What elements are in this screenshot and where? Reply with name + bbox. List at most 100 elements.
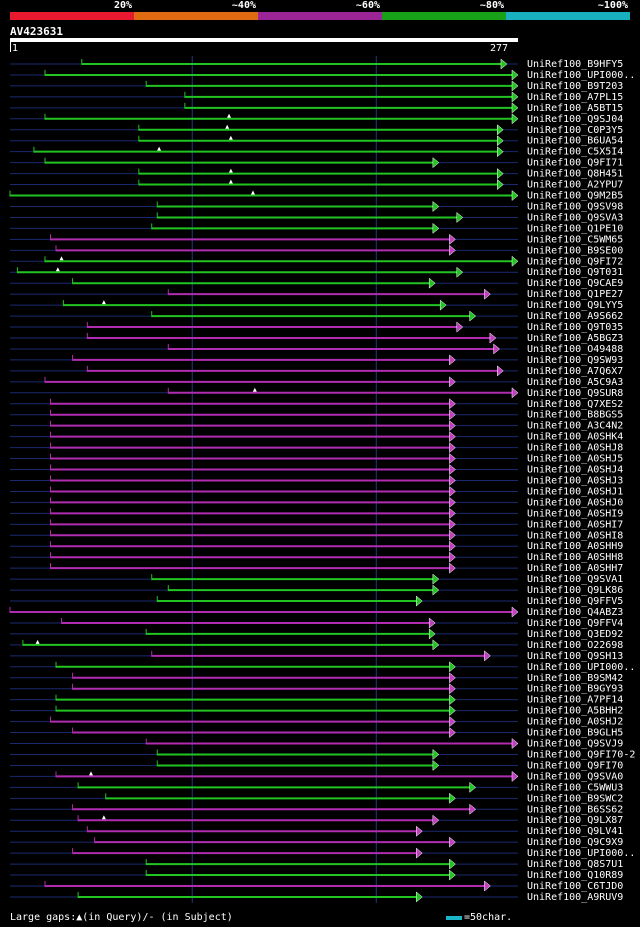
hit-row[interactable]: UniRef100_C6TJD0 bbox=[10, 880, 623, 892]
hit-label[interactable]: UniRef100_Q8H451 bbox=[527, 169, 623, 180]
hit-row[interactable]: UniRef100_Q4ABZ3 bbox=[9, 606, 623, 618]
hit-row[interactable]: UniRef100_A0SHI7 bbox=[10, 518, 623, 530]
hit-row[interactable]: UniRef100_Q9LX87 bbox=[10, 814, 623, 826]
hit-row[interactable]: UniRef100_Q9LYY5 bbox=[10, 299, 623, 311]
hit-label[interactable]: UniRef100_A5BHH2 bbox=[527, 706, 623, 717]
hit-row[interactable]: UniRef100_Q9SJ04 bbox=[10, 113, 623, 125]
hit-row[interactable]: UniRef100_C5X5I4 bbox=[10, 146, 623, 158]
hit-label[interactable]: UniRef100_B6UA54 bbox=[527, 136, 623, 147]
hit-row[interactable]: UniRef100_Q9FI71 bbox=[10, 157, 623, 169]
hit-row[interactable]: UniRef100_Q3ED92 bbox=[10, 628, 623, 640]
hit-label[interactable]: UniRef100_A7PL15 bbox=[527, 92, 623, 103]
hit-row[interactable]: UniRef100_C5WM65 bbox=[10, 233, 623, 245]
hit-row[interactable]: UniRef100_Q9FI72 bbox=[10, 255, 623, 267]
hit-row[interactable]: UniRef100_Q9FFV4 bbox=[10, 617, 623, 629]
hit-row[interactable]: UniRef100_Q8S7U1 bbox=[10, 858, 623, 870]
hit-label[interactable]: UniRef100_A0SHJ5 bbox=[527, 454, 623, 465]
hit-label[interactable]: UniRef100_A0SHH9 bbox=[527, 541, 623, 552]
hit-row[interactable]: UniRef100_A0SHH8 bbox=[10, 551, 623, 563]
hit-row[interactable]: UniRef100_A3C4N2 bbox=[10, 420, 623, 432]
hit-label[interactable]: UniRef100_Q8S7U1 bbox=[527, 859, 623, 870]
hit-label[interactable]: UniRef100_Q9FI70-2 bbox=[527, 749, 635, 760]
hit-label[interactable]: UniRef100_Q9FFV4 bbox=[527, 618, 623, 629]
hit-row[interactable]: UniRef100_B9GLH5 bbox=[10, 727, 623, 739]
hit-row[interactable]: UniRef100_A5BHH2 bbox=[10, 705, 623, 717]
hit-label[interactable]: UniRef100_A0SHK4 bbox=[527, 432, 623, 443]
hit-label[interactable]: UniRef100_A0SHI7 bbox=[527, 519, 623, 530]
hit-row[interactable]: UniRef100_B9HFY5 bbox=[10, 58, 623, 70]
hit-row[interactable]: UniRef100_A0SHH7 bbox=[10, 562, 623, 574]
hit-label[interactable]: UniRef100_O49488 bbox=[527, 344, 623, 355]
hit-row[interactable]: UniRef100_Q9SV98 bbox=[10, 200, 623, 212]
hit-label[interactable]: UniRef100_A0SHH7 bbox=[527, 563, 623, 574]
hit-label[interactable]: UniRef100_Q3ED92 bbox=[527, 629, 623, 640]
hit-label[interactable]: UniRef100_B9SWC2 bbox=[527, 793, 623, 804]
hit-label[interactable]: UniRef100_A0SHI9 bbox=[527, 508, 623, 519]
hit-label[interactable]: UniRef100_B9GLH5 bbox=[527, 728, 623, 739]
hit-label[interactable]: UniRef100_B6SS62 bbox=[527, 804, 623, 815]
hit-row[interactable]: UniRef100_Q9T031 bbox=[10, 266, 623, 278]
hit-row[interactable]: UniRef100_A0SHJ1 bbox=[10, 485, 623, 497]
hit-label[interactable]: UniRef100_UPI000.. bbox=[527, 662, 635, 673]
hit-label[interactable]: UniRef100_Q9SH13 bbox=[527, 651, 623, 662]
hit-row[interactable]: UniRef100_A7Q6X7 bbox=[10, 365, 623, 377]
hit-label[interactable]: UniRef100_A5BGZ3 bbox=[527, 333, 623, 344]
hit-label[interactable]: UniRef100_A9RUV9 bbox=[527, 892, 623, 903]
hit-row[interactable]: UniRef100_Q9SVJ9 bbox=[10, 737, 623, 750]
hit-label[interactable]: UniRef100_A5BT15 bbox=[527, 103, 623, 114]
hit-row[interactable]: UniRef100_A0SHI8 bbox=[10, 529, 623, 541]
hit-row[interactable]: UniRef100_A9S662 bbox=[10, 310, 623, 322]
hit-label[interactable]: UniRef100_Q10R89 bbox=[527, 870, 623, 881]
hit-row[interactable]: UniRef100_Q9LV41 bbox=[10, 825, 623, 837]
hit-row[interactable]: UniRef100_B8BGS5 bbox=[10, 409, 623, 421]
hit-row[interactable]: UniRef100_C0P3Y5 bbox=[10, 124, 623, 136]
hit-label[interactable]: UniRef100_Q9FI71 bbox=[527, 158, 623, 169]
hit-row[interactable]: UniRef100_Q9FI70-2 bbox=[10, 748, 635, 760]
hit-label[interactable]: UniRef100_A0SHJ1 bbox=[527, 486, 623, 497]
hit-label[interactable]: UniRef100_B9HFY5 bbox=[527, 59, 623, 70]
hit-label[interactable]: UniRef100_Q9LV41 bbox=[527, 826, 623, 837]
hit-row[interactable]: UniRef100_Q7XES2 bbox=[10, 398, 623, 410]
hit-row[interactable]: UniRef100_Q9SVA0 bbox=[10, 770, 623, 782]
hit-row[interactable]: UniRef100_A0SHJ2 bbox=[10, 716, 623, 728]
hit-row[interactable]: UniRef100_Q9SVA1 bbox=[10, 573, 623, 585]
hit-label[interactable]: UniRef100_Q9FI72 bbox=[527, 256, 623, 267]
hit-row[interactable]: UniRef100_Q9SUR8 bbox=[10, 387, 623, 399]
hit-label[interactable]: UniRef100_Q9LX87 bbox=[527, 815, 623, 826]
hit-label[interactable]: UniRef100_A2YPU7 bbox=[527, 180, 623, 191]
hit-label[interactable]: UniRef100_A5C9A3 bbox=[527, 377, 623, 388]
hit-row[interactable]: UniRef100_B9SE00 bbox=[10, 244, 623, 256]
hit-row[interactable]: UniRef100_Q9FI70 bbox=[10, 759, 623, 771]
hit-row[interactable]: UniRef100_Q1PE27 bbox=[10, 288, 623, 300]
hit-row[interactable]: UniRef100_A5BGZ3 bbox=[10, 332, 623, 344]
hit-label[interactable]: UniRef100_Q9CAE9 bbox=[527, 278, 623, 289]
hit-row[interactable]: UniRef100_Q9SW93 bbox=[10, 354, 623, 366]
hit-row[interactable]: UniRef100_B9T203 bbox=[10, 80, 623, 92]
hit-row[interactable]: UniRef100_A0SHI9 bbox=[10, 507, 623, 519]
hit-row[interactable]: UniRef100_Q9C9X9 bbox=[10, 836, 623, 848]
hit-label[interactable]: UniRef100_Q9LYY5 bbox=[527, 300, 623, 311]
hit-label[interactable]: UniRef100_C5WWU3 bbox=[527, 782, 623, 793]
hit-row[interactable]: UniRef100_B6SS62 bbox=[10, 803, 623, 815]
hit-label[interactable]: UniRef100_UPI000.. bbox=[527, 70, 635, 81]
hit-row[interactable]: UniRef100_Q8H451 bbox=[10, 168, 623, 180]
hit-label[interactable]: UniRef100_A3C4N2 bbox=[527, 421, 623, 432]
hit-label[interactable]: UniRef100_C5X5I4 bbox=[527, 147, 623, 158]
hit-row[interactable]: UniRef100_A9RUV9 bbox=[10, 891, 623, 903]
hit-row[interactable]: UniRef100_A0SHJ8 bbox=[10, 442, 623, 454]
hit-label[interactable]: UniRef100_Q9LK86 bbox=[527, 585, 623, 596]
hit-row[interactable]: UniRef100_A0SHJ5 bbox=[10, 453, 623, 465]
hit-label[interactable]: UniRef100_C0P3Y5 bbox=[527, 125, 623, 136]
hit-label[interactable]: UniRef100_A0SHJ8 bbox=[527, 443, 623, 454]
hit-label[interactable]: UniRef100_A0SHI8 bbox=[527, 530, 623, 541]
hit-label[interactable]: UniRef100_A0SHJ3 bbox=[527, 475, 623, 486]
hit-row[interactable]: UniRef100_A5C9A3 bbox=[10, 376, 623, 388]
hit-row[interactable]: UniRef100_A0SHJ3 bbox=[10, 474, 623, 486]
hit-row[interactable]: UniRef100_Q10R89 bbox=[10, 869, 623, 881]
hit-label[interactable]: UniRef100_O22698 bbox=[527, 640, 623, 651]
hit-label[interactable]: UniRef100_Q9SVA1 bbox=[527, 574, 623, 585]
hit-row[interactable]: UniRef100_Q9SH13 bbox=[10, 650, 623, 662]
hit-label[interactable]: UniRef100_B9SM42 bbox=[527, 673, 623, 684]
hit-label[interactable]: UniRef100_A9S662 bbox=[527, 311, 623, 322]
hit-row[interactable]: UniRef100_O49488 bbox=[10, 343, 623, 355]
